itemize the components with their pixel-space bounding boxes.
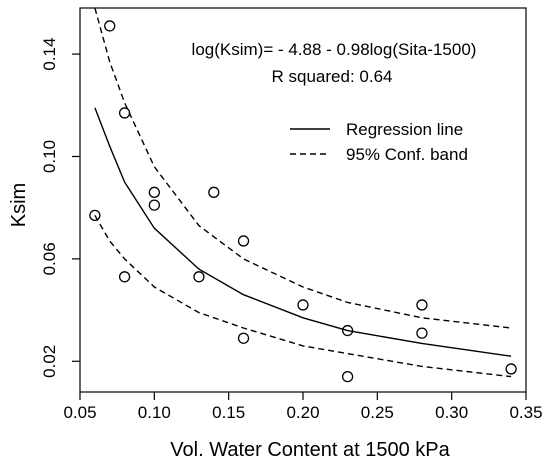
data-point <box>341 324 354 337</box>
data-point <box>89 209 101 222</box>
data-point <box>193 271 205 283</box>
axes <box>79 7 527 393</box>
data-point <box>416 327 428 339</box>
x-tick-label: 0.20 <box>286 403 319 422</box>
data-point <box>118 271 131 283</box>
data-points <box>89 20 517 383</box>
conf-band-upper <box>94 7 512 329</box>
data-point <box>297 299 309 311</box>
legend-label-confidence: 95% Conf. band <box>346 145 468 164</box>
data-point <box>416 299 428 311</box>
y-tick-label: 0.14 <box>40 38 59 71</box>
series-lines <box>94 7 512 378</box>
r-squared: R squared: 0.64 <box>272 67 393 86</box>
data-point <box>104 20 116 32</box>
y-axis-title: Ksim <box>8 183 30 227</box>
data-point <box>505 363 517 375</box>
x-tick-label: 0.15 <box>212 403 245 422</box>
x-tick-label: 0.25 <box>361 403 394 422</box>
legend-label-regression: Regression line <box>346 120 463 139</box>
x-tick-label: 0.10 <box>138 403 171 422</box>
legend: Regression line 95% Conf. band <box>290 120 468 164</box>
conf-band-lower <box>94 215 512 378</box>
y-tick-label: 0.10 <box>40 140 59 173</box>
x-tick-label: 0.30 <box>435 403 468 422</box>
data-point <box>341 370 354 383</box>
data-point <box>208 186 220 198</box>
y-tick-label: 0.02 <box>40 345 59 378</box>
data-point <box>118 107 131 119</box>
data-point <box>237 235 250 247</box>
x-axis-title: Vol. Water Content at 1500 kPa <box>170 439 450 461</box>
data-point <box>237 332 250 344</box>
data-point <box>148 186 160 198</box>
x-tick-label: 0.05 <box>63 403 96 422</box>
regression-equation: log(Ksim)= - 4.88 - 0.98log(Sita-1500) <box>192 40 477 59</box>
plot-frame <box>79 7 527 393</box>
tick-group: 0.05 0.10 0.15 0.20 0.25 0.30 0.35 0.02 0.06 0.10… <box>40 38 543 422</box>
regression-line <box>94 107 512 357</box>
y-tick-label: 0.06 <box>40 242 59 275</box>
x-tick-label: 0.35 <box>509 403 542 422</box>
data-point <box>148 199 160 211</box>
